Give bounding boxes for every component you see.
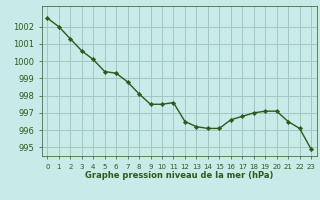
X-axis label: Graphe pression niveau de la mer (hPa): Graphe pression niveau de la mer (hPa) [85,171,273,180]
